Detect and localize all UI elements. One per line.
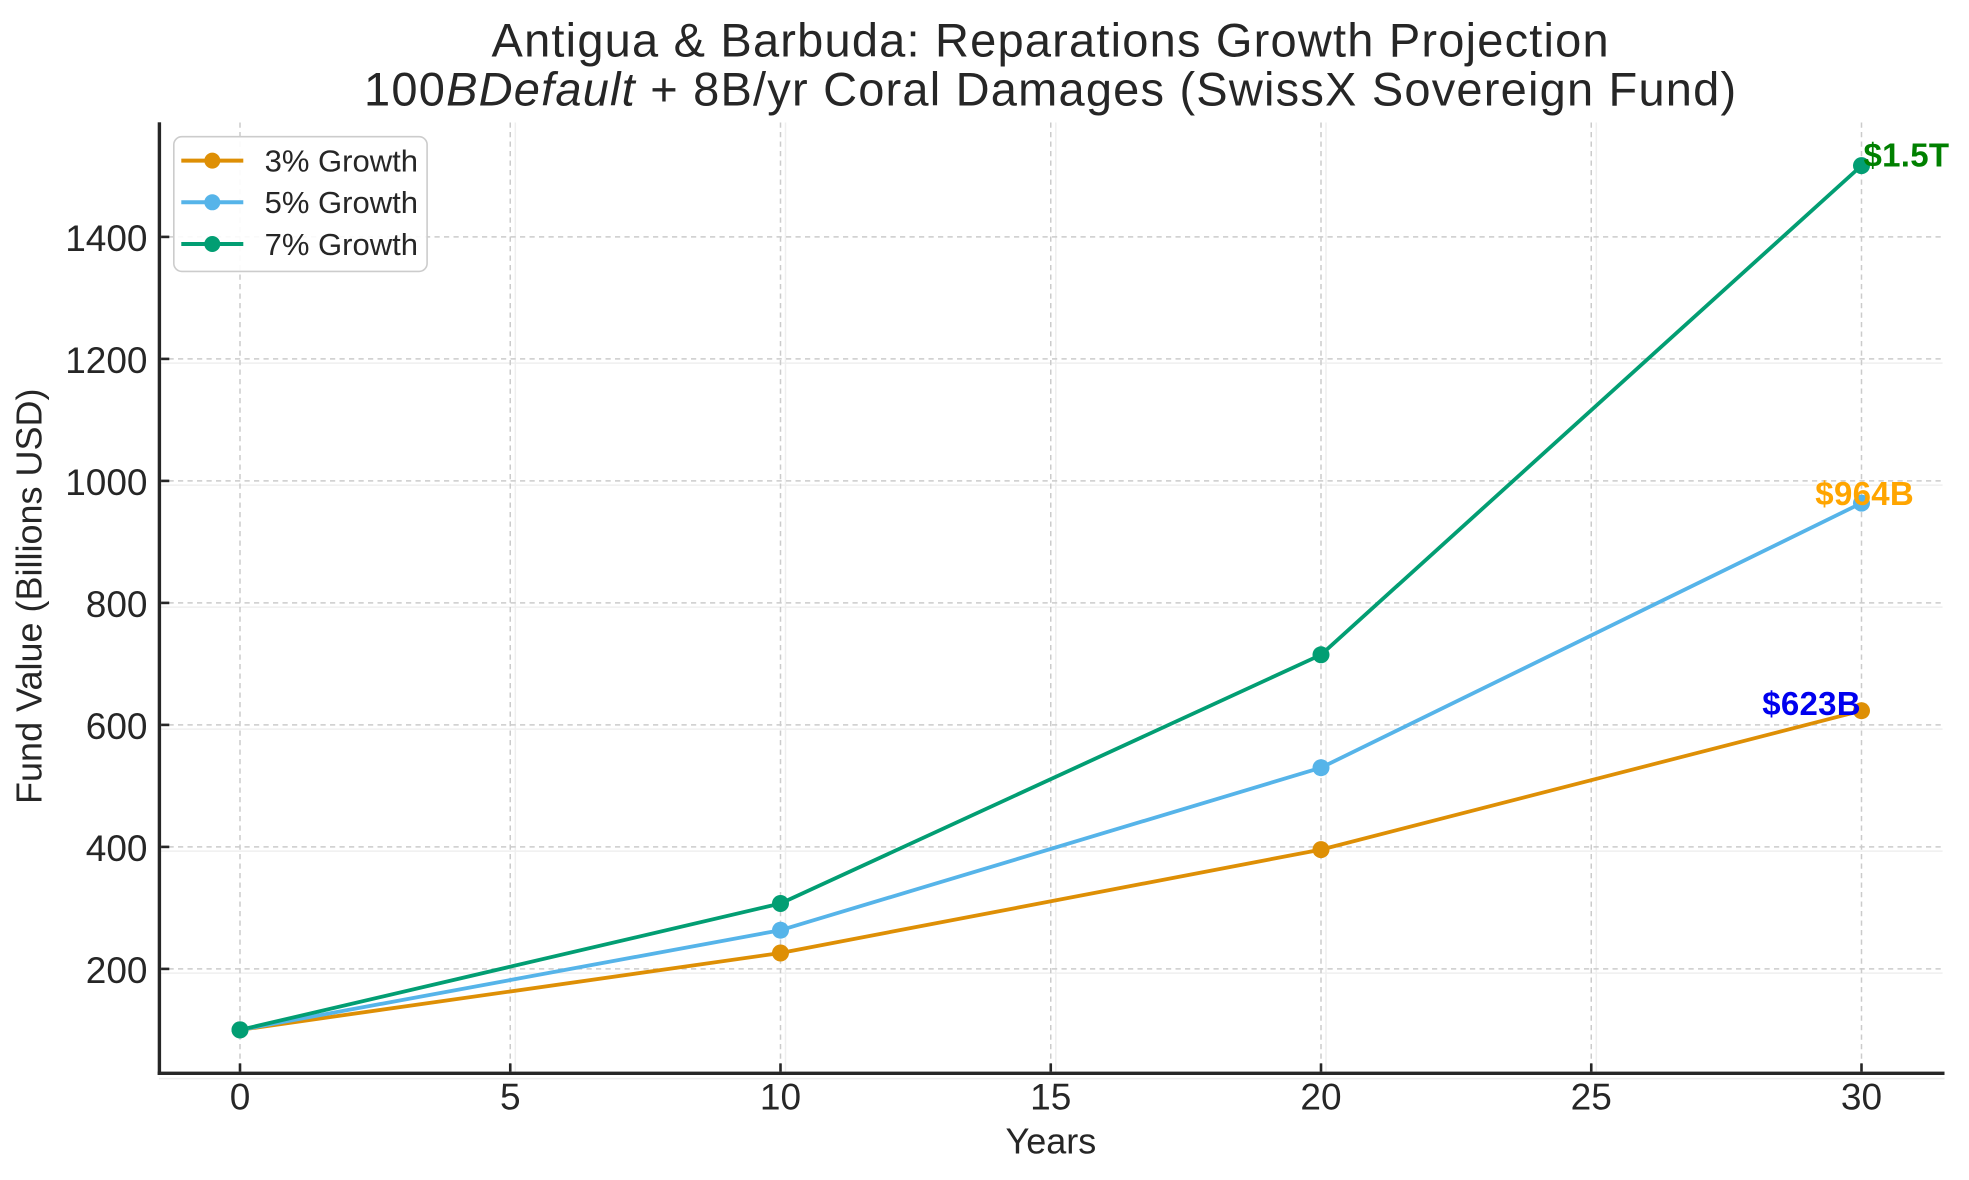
svg-text:15: 15: [1030, 1077, 1071, 1118]
svg-text:$623B: $623B: [1762, 685, 1861, 722]
svg-text:1200: 1200: [65, 340, 147, 381]
svg-text:Fund Value (Billions USD): Fund Value (Billions USD): [9, 388, 50, 804]
svg-text:5% Growth: 5% Growth: [265, 185, 418, 220]
svg-text:5: 5: [500, 1077, 521, 1118]
svg-text:Antigua & Barbuda: Reparations: Antigua & Barbuda: Reparations Growth Pr…: [492, 14, 1610, 67]
svg-text:100BDefault + 8B/yr Coral Dama: 100BDefault + 8B/yr Coral Damages (Swiss…: [364, 62, 1737, 115]
svg-text:0: 0: [230, 1077, 251, 1118]
svg-text:10: 10: [760, 1077, 801, 1118]
svg-text:3% Growth: 3% Growth: [265, 144, 418, 179]
svg-text:$964B: $964B: [1815, 475, 1914, 512]
svg-text:200: 200: [86, 950, 148, 991]
svg-text:7% Growth: 7% Growth: [265, 227, 418, 262]
svg-text:30: 30: [1841, 1077, 1882, 1118]
svg-text:25: 25: [1571, 1077, 1612, 1118]
svg-text:400: 400: [86, 828, 148, 869]
svg-text:Years: Years: [1006, 1121, 1097, 1162]
svg-text:$1.5T: $1.5T: [1864, 137, 1950, 174]
svg-text:1000: 1000: [65, 462, 147, 503]
svg-text:600: 600: [86, 706, 148, 747]
svg-text:1400: 1400: [65, 218, 147, 259]
svg-text:800: 800: [86, 584, 148, 625]
svg-text:20: 20: [1300, 1077, 1341, 1118]
